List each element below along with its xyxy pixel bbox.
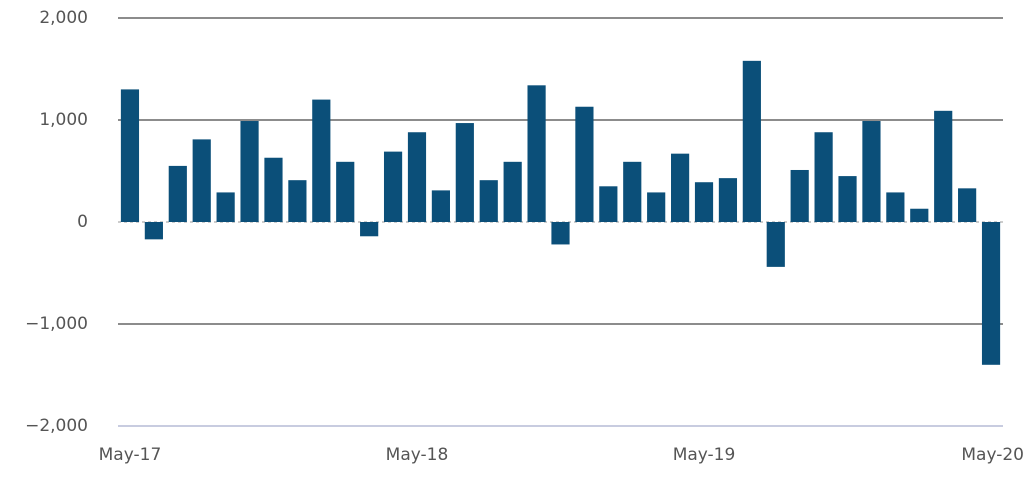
bar	[431, 190, 450, 222]
bar	[360, 222, 379, 237]
bar	[551, 222, 570, 245]
bar	[934, 110, 953, 222]
y-tick-label: 2,000	[39, 8, 88, 28]
y-tick-label: 0	[77, 212, 88, 232]
bar	[981, 222, 1001, 365]
y-tick-label: −2,000	[25, 416, 88, 436]
bar	[336, 161, 355, 222]
bar	[216, 192, 235, 222]
bar	[694, 182, 714, 222]
bar	[264, 157, 283, 222]
bar	[814, 132, 833, 222]
bar	[886, 192, 905, 222]
bar	[742, 60, 761, 223]
bar	[527, 85, 546, 222]
bar	[240, 121, 259, 222]
bar	[312, 99, 331, 222]
bar	[455, 123, 474, 222]
bar	[192, 139, 211, 222]
y-tick-label: 1,000	[39, 110, 88, 130]
bar	[383, 151, 403, 222]
bar	[144, 222, 163, 240]
bar	[838, 176, 857, 222]
bar	[575, 106, 594, 222]
bar	[168, 165, 187, 222]
x-tick-label: May-18	[386, 445, 449, 465]
x-tick-label: May-20	[961, 445, 1024, 465]
bar	[503, 161, 522, 222]
bar	[288, 180, 307, 222]
bar	[958, 188, 977, 222]
x-tick-label: May-19	[673, 445, 736, 465]
bar	[910, 208, 929, 222]
bar	[479, 180, 498, 222]
bar	[671, 153, 690, 222]
bar	[766, 222, 785, 267]
bar	[120, 89, 140, 223]
bar	[862, 121, 881, 222]
y-tick-label: −1,000	[25, 314, 88, 334]
bar	[790, 169, 809, 222]
bar	[407, 132, 427, 222]
bar	[718, 178, 738, 222]
x-tick-label: May-17	[99, 445, 162, 465]
bar	[647, 192, 666, 222]
bar	[623, 161, 642, 222]
bar	[599, 186, 618, 222]
